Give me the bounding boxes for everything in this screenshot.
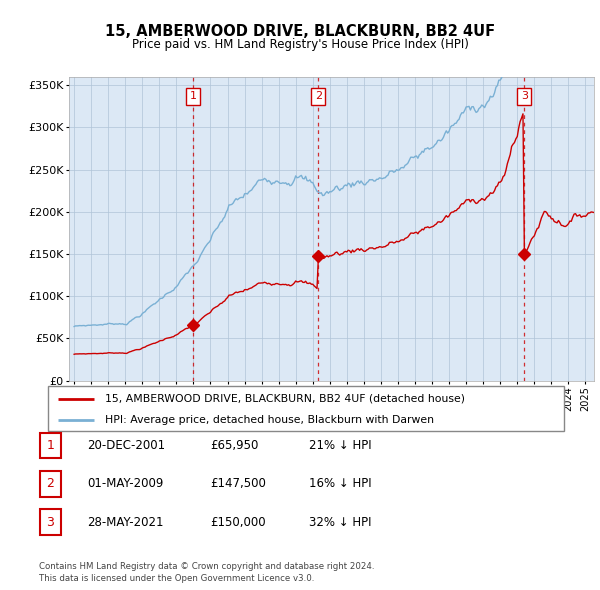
Text: 21% ↓ HPI: 21% ↓ HPI bbox=[309, 439, 371, 452]
Text: 16% ↓ HPI: 16% ↓ HPI bbox=[309, 477, 371, 490]
Text: 3: 3 bbox=[521, 91, 528, 101]
Text: 15, AMBERWOOD DRIVE, BLACKBURN, BB2 4UF: 15, AMBERWOOD DRIVE, BLACKBURN, BB2 4UF bbox=[105, 24, 495, 38]
Text: 3: 3 bbox=[46, 516, 55, 529]
Text: £150,000: £150,000 bbox=[210, 516, 266, 529]
Text: 32% ↓ HPI: 32% ↓ HPI bbox=[309, 516, 371, 529]
Text: 28-MAY-2021: 28-MAY-2021 bbox=[87, 516, 163, 529]
Text: Contains HM Land Registry data © Crown copyright and database right 2024.
This d: Contains HM Land Registry data © Crown c… bbox=[39, 562, 374, 583]
Text: £147,500: £147,500 bbox=[210, 477, 266, 490]
Text: Price paid vs. HM Land Registry's House Price Index (HPI): Price paid vs. HM Land Registry's House … bbox=[131, 38, 469, 51]
Text: £65,950: £65,950 bbox=[210, 439, 259, 452]
Text: 15, AMBERWOOD DRIVE, BLACKBURN, BB2 4UF (detached house): 15, AMBERWOOD DRIVE, BLACKBURN, BB2 4UF … bbox=[105, 394, 465, 404]
Text: 01-MAY-2009: 01-MAY-2009 bbox=[87, 477, 163, 490]
Text: 20-DEC-2001: 20-DEC-2001 bbox=[87, 439, 165, 452]
Text: 1: 1 bbox=[46, 439, 55, 452]
FancyBboxPatch shape bbox=[48, 386, 564, 431]
Text: 2: 2 bbox=[46, 477, 55, 490]
Text: 2: 2 bbox=[315, 91, 322, 101]
Text: 1: 1 bbox=[190, 91, 196, 101]
Text: HPI: Average price, detached house, Blackburn with Darwen: HPI: Average price, detached house, Blac… bbox=[105, 415, 434, 425]
